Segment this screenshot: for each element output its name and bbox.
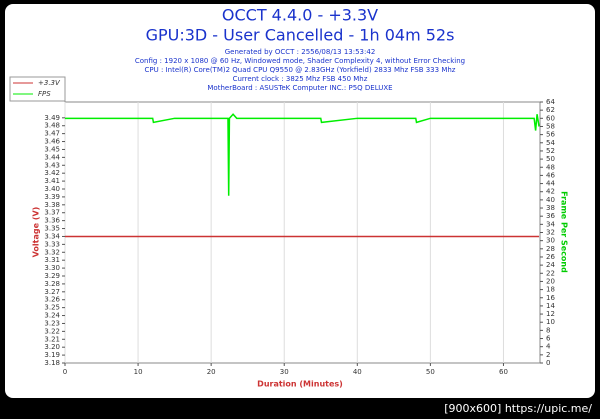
x-tick-label: 40	[353, 368, 362, 376]
y2-tick-label: 2	[546, 351, 550, 359]
legend-box	[9, 76, 66, 102]
y2-tick-label: 26	[546, 253, 555, 261]
y-tick-label: 3.41	[44, 177, 60, 185]
y2-tick-label: 28	[546, 245, 555, 253]
y2-tick-label: 38	[546, 204, 555, 212]
y2-tick-label: 46	[546, 171, 555, 179]
y-tick-label: 3.40	[44, 185, 60, 193]
y-tick-label: 3.26	[44, 296, 60, 304]
y2-tick-label: 60	[546, 114, 555, 122]
y2-tick-label: 30	[546, 237, 555, 245]
y2-tick-label: 44	[546, 180, 555, 188]
x-tick-label: 20	[207, 368, 216, 376]
y-tick-label: 3.22	[44, 327, 60, 335]
y-tick-label: 3.32	[44, 248, 60, 256]
y2-tick-label: 20	[546, 277, 555, 285]
y-tick-label: 3.21	[44, 335, 60, 343]
watermark: [900x600] https://upic.me/	[444, 402, 592, 415]
x-tick-label: 0	[63, 368, 67, 376]
info-line: Current clock : 3825 Mhz FSB 450 Mhz	[233, 75, 368, 83]
y2-tick-label: 58	[546, 122, 555, 130]
y-tick-label: 3.36	[44, 217, 60, 225]
plot-area	[64, 101, 541, 364]
y-tick-label: 3.30	[44, 264, 60, 272]
y2-tick-label: 40	[546, 196, 555, 204]
y2-tick-label: 42	[546, 188, 555, 196]
y-tick-label: 3.33	[44, 240, 60, 248]
x-tick-label: 50	[426, 368, 435, 376]
y2-tick-label: 34	[546, 220, 555, 228]
chart-subtitle: GPU:3D - User Cancelled - 1h 04m 52s	[146, 26, 455, 45]
x-tick-label: 60	[499, 368, 508, 376]
y2-tick-label: 52	[546, 147, 555, 155]
y-tick-label: 3.24	[44, 312, 60, 320]
y2-tick-label: 8	[546, 326, 550, 334]
y2-tick-label: 0	[546, 359, 550, 367]
y-tick-label: 3.42	[44, 169, 60, 177]
y-tick-label: 3.39	[44, 193, 60, 201]
y-tick-label: 3.44	[44, 153, 60, 161]
legend-label: +3.3V	[38, 79, 61, 87]
y2-tick-label: 6	[546, 335, 551, 343]
y2-tick-label: 22	[546, 269, 555, 277]
y-tick-label: 3.49	[44, 114, 60, 122]
y2-tick-label: 10	[546, 318, 555, 326]
y-axis-label: Voltage (V)	[32, 207, 41, 258]
info-line: CPU : Intel(R) Core(TM)2 Quad CPU Q9550 …	[145, 66, 456, 74]
y2-tick-label: 50	[546, 155, 555, 163]
y2-tick-label: 62	[546, 106, 555, 114]
y-tick-label: 3.43	[44, 161, 60, 169]
y-tick-label: 3.20	[44, 343, 60, 351]
y2-tick-label: 56	[546, 131, 555, 139]
x-tick-label: 30	[280, 368, 289, 376]
y-tick-label: 3.28	[44, 280, 60, 288]
y2-tick-label: 24	[546, 261, 555, 269]
legend-label: FPS	[38, 90, 51, 98]
y2-axis-label: Frame Per Second	[560, 191, 569, 273]
y-tick-label: 3.23	[44, 319, 60, 327]
y-tick-label: 3.27	[44, 288, 60, 296]
info-line: MotherBoard : ASUSTeK Computer INC.: P5Q…	[207, 84, 392, 92]
x-tick-label: 10	[134, 368, 143, 376]
y-tick-label: 3.38	[44, 201, 60, 209]
x-axis-label: Duration (Minutes)	[257, 380, 343, 389]
y2-tick-label: 48	[546, 163, 555, 171]
y2-tick-label: 12	[546, 310, 555, 318]
y-tick-label: 3.19	[44, 351, 60, 359]
y2-tick-label: 36	[546, 212, 555, 220]
y-tick-label: 3.31	[44, 256, 60, 264]
chart-title: OCCT 4.4.0 - +3.3V	[222, 6, 378, 25]
y-tick-label: 3.46	[44, 138, 60, 146]
y-tick-label: 3.48	[44, 122, 60, 130]
y-tick-label: 3.37	[44, 209, 60, 217]
y2-tick-label: 14	[546, 302, 555, 310]
y-tick-label: 3.35	[44, 225, 60, 233]
y-tick-label: 3.45	[44, 145, 60, 153]
series-line	[65, 113, 540, 196]
y-tick-label: 3.25	[44, 304, 60, 312]
y-tick-label: 3.34	[44, 232, 60, 240]
y2-tick-label: 54	[546, 139, 555, 147]
y2-tick-label: 32	[546, 229, 555, 237]
y2-tick-label: 64	[546, 98, 555, 106]
y-tick-label: 3.47	[44, 130, 60, 138]
info-line: Generated by OCCT : 2556/08/13 13:53:42	[225, 48, 376, 56]
y2-tick-label: 18	[546, 286, 555, 294]
y2-tick-label: 16	[546, 294, 555, 302]
y2-tick-label: 4	[546, 343, 551, 351]
y-tick-label: 3.18	[44, 359, 60, 367]
info-line: Config : 1920 x 1080 @ 60 Hz, Windowed m…	[135, 57, 465, 65]
y-tick-label: 3.29	[44, 272, 60, 280]
